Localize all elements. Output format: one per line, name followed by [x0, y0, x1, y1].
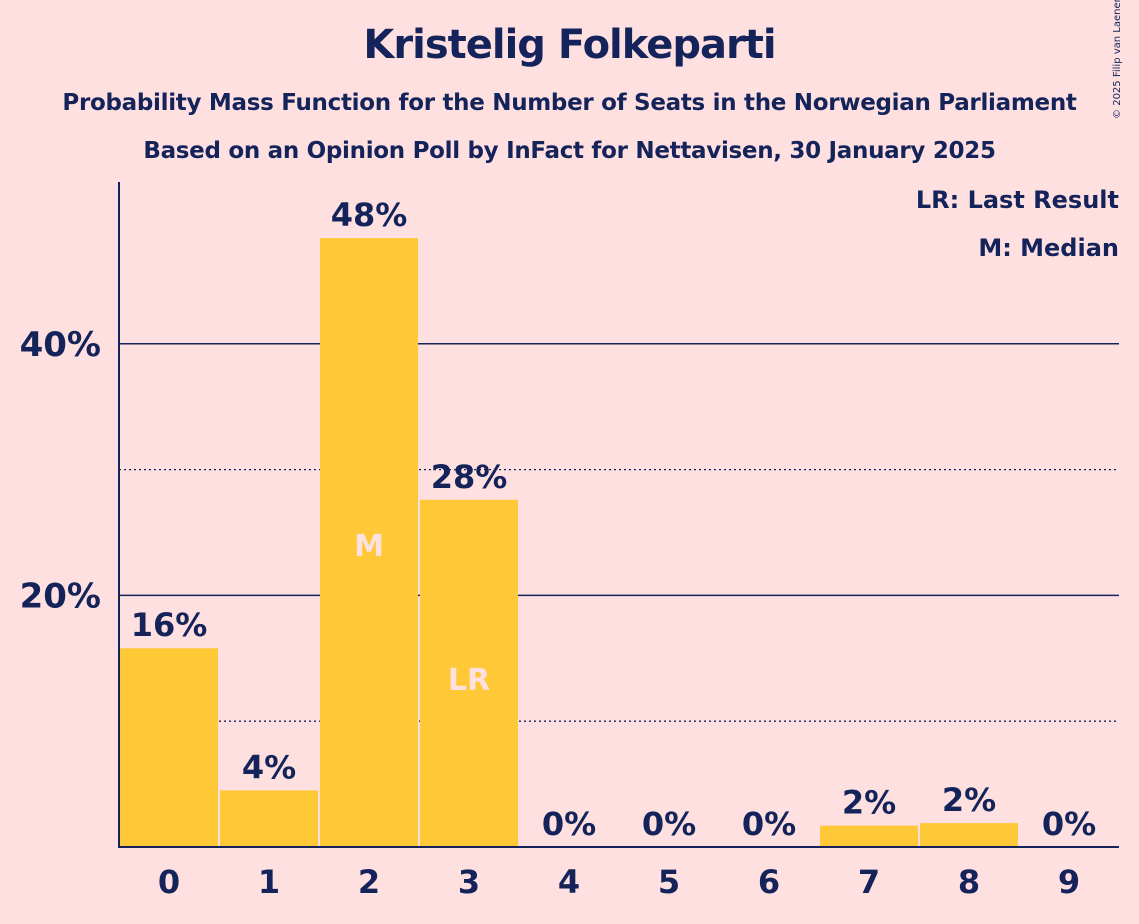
bar-value-label: 0% [1042, 805, 1096, 843]
bar [820, 825, 918, 847]
legend-median: M: Median [978, 234, 1119, 262]
chart-title: Kristelig Folkeparti [363, 22, 776, 68]
x-tick-label: 1 [258, 863, 280, 901]
bar-value-label: 48% [331, 196, 408, 234]
x-tick-label: 5 [658, 863, 680, 901]
bar-value-label: 0% [742, 805, 796, 843]
bar [320, 238, 418, 848]
bar-value-label: 2% [942, 781, 996, 819]
legend-last-result: LR: Last Result [915, 186, 1119, 214]
bar [120, 648, 218, 847]
bar [920, 823, 1018, 847]
bar [420, 499, 518, 847]
chart-subtitle-source: Based on an Opinion Poll by InFact for N… [143, 138, 996, 164]
x-tick-label: 8 [958, 863, 980, 901]
x-tick-label: 3 [458, 863, 480, 901]
x-tick-label: 2 [358, 863, 380, 901]
y-tick-label: 40% [20, 325, 101, 365]
x-tick-label: 7 [858, 863, 880, 901]
bar-value-label: 0% [642, 805, 696, 843]
bar-value-label: 0% [542, 805, 596, 843]
bar-value-label: 2% [842, 784, 896, 822]
bar-value-label: 4% [242, 748, 296, 786]
y-tick-label: 20% [20, 576, 101, 616]
chart-subtitle: Probability Mass Function for the Number… [62, 90, 1077, 116]
median-marker: M [354, 529, 384, 564]
last-result-marker: LR [448, 663, 490, 698]
bar-value-label: 16% [131, 606, 208, 644]
x-tick-label: 9 [1058, 863, 1080, 901]
bar-value-label: 28% [431, 458, 508, 496]
x-tick-label: 0 [158, 863, 180, 901]
x-tick-label: 6 [758, 863, 780, 901]
x-tick-label: 4 [558, 863, 580, 901]
bar [220, 790, 318, 847]
